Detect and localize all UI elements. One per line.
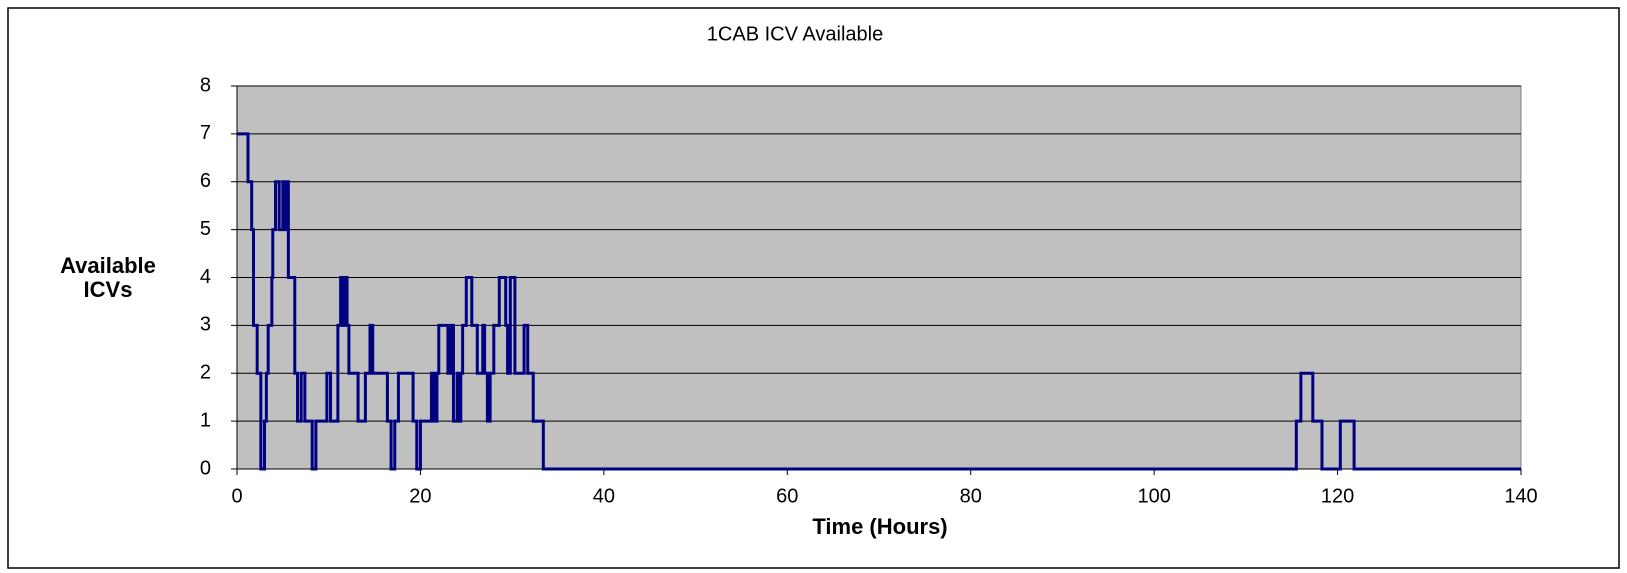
x-tick-label: 120 [1321,485,1354,507]
y-tick-label: 4 [200,266,211,288]
y-axis-label: ICVs [84,277,133,302]
chart-title: 1CAB ICV Available [707,23,883,45]
x-axis-label: Time (Hours) [812,514,947,539]
x-tick-label: 20 [409,485,431,507]
y-tick-label: 6 [200,170,211,192]
x-tick-label: 60 [776,485,798,507]
y-tick-label: 2 [200,362,211,384]
x-tick-label: 0 [231,485,242,507]
x-tick-label: 80 [960,485,982,507]
y-tick-label: 5 [200,218,211,240]
y-tick-label: 0 [200,457,211,479]
x-tick-label: 40 [593,485,615,507]
data-line [237,132,1521,471]
y-tick-label: 8 [200,74,211,96]
x-tick-label: 140 [1504,485,1537,507]
y-tick-label: 3 [200,314,211,336]
y-tick-label: 7 [200,122,211,144]
y-axis-label: Available [60,253,156,278]
y-tick-label: 1 [200,409,211,431]
x-tick-label: 100 [1137,485,1170,507]
